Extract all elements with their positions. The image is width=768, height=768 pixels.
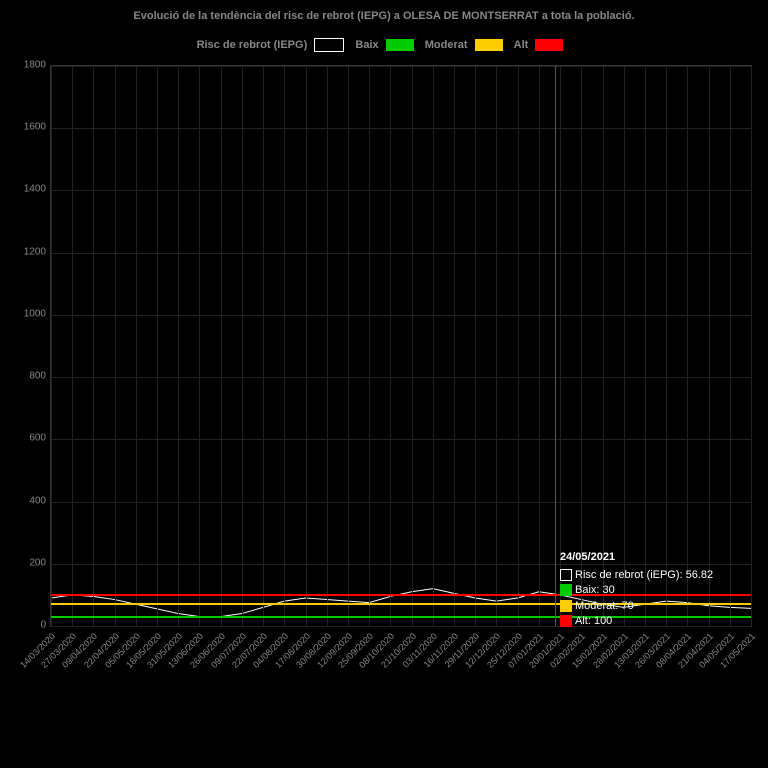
gridline-v [242,66,243,626]
gridline-v [93,66,94,626]
gridline-v [730,66,731,626]
gridline-v [603,66,604,626]
legend-item-iepg: Risc de rebrot (IEPG) [197,38,345,52]
tooltip-vline [555,66,556,626]
legend-item-alt: Alt [514,39,564,51]
gridline-v [475,66,476,626]
y-tick-label: 200 [6,557,46,568]
legend-label: Alt [514,39,529,51]
gridline-v [454,66,455,626]
y-tick-label: 600 [6,433,46,444]
gridline-v [390,66,391,626]
gridline-v [263,66,264,626]
y-tick-label: 1200 [6,246,46,257]
legend-label: Baix [355,39,378,51]
gridline-h [51,315,751,316]
y-tick-label: 400 [6,495,46,506]
gridline-h [51,377,751,378]
y-tick-label: 1400 [6,184,46,195]
tooltip-row: Moderat: 70 [560,599,713,614]
gridline-v [72,66,73,626]
gridline-v [645,66,646,626]
tooltip-swatch [560,569,572,581]
legend-label: Risc de rebrot (IEPG) [197,39,308,51]
gridline-h [51,502,751,503]
data-series-line [51,66,751,626]
gridline-v [539,66,540,626]
gridline-v [412,66,413,626]
tooltip: 24/05/2021 Risc de rebrot (iEPG): 56.82 B… [560,550,713,629]
tooltip-swatch [560,584,572,596]
legend-swatch-moderat [475,39,503,51]
tooltip-text: Alt: 100 [575,615,612,627]
tooltip-text: Moderat: 70 [575,600,634,612]
y-tick-label: 1600 [6,122,46,133]
gridline-v [136,66,137,626]
legend-swatch-baix [386,39,414,51]
plot-area[interactable] [50,65,752,627]
legend-swatch-alt [535,39,563,51]
gridline-v [518,66,519,626]
gridline-v [581,66,582,626]
gridline-v [199,66,200,626]
gridline-v [624,66,625,626]
y-tick-label: 0 [6,620,46,631]
gridline-v [709,66,710,626]
legend-swatch-iepg [314,38,344,52]
y-tick-label: 1800 [6,60,46,71]
gridline-h [51,253,751,254]
gridline-v [560,66,561,626]
chart-title: Evolució de la tendència del risc de reb… [0,10,768,22]
legend-item-baix: Baix [355,39,413,51]
gridline-v [666,66,667,626]
gridline-v [327,66,328,626]
gridline-h [51,128,751,129]
gridline-v [221,66,222,626]
y-tick-label: 1000 [6,308,46,319]
tooltip-text: Risc de rebrot (iEPG): 56.82 [575,569,713,581]
legend: Risc de rebrot (IEPG) Baix Moderat Alt [0,38,768,52]
gridline-v [284,66,285,626]
legend-label: Moderat [425,39,468,51]
gridline-v [369,66,370,626]
tooltip-swatch [560,600,572,612]
gridline-v [687,66,688,626]
gridline-v [306,66,307,626]
tooltip-row: Alt: 100 [560,614,713,629]
gridline-v [115,66,116,626]
tooltip-swatch [560,615,572,627]
gridline-v [51,66,52,626]
y-tick-label: 800 [6,371,46,382]
tooltip-row: Baix: 30 [560,583,713,598]
gridline-v [751,66,752,626]
tooltip-text: Baix: 30 [575,584,615,596]
chart-container: Evolució de la tendència del risc de reb… [0,0,768,768]
tooltip-row: Risc de rebrot (iEPG): 56.82 [560,568,713,583]
gridline-h [51,439,751,440]
gridline-v [157,66,158,626]
legend-item-moderat: Moderat [425,39,503,51]
gridline-h [51,190,751,191]
gridline-v [348,66,349,626]
gridline-v [178,66,179,626]
gridline-v [496,66,497,626]
gridline-h [51,66,751,67]
gridline-v [433,66,434,626]
tooltip-date: 24/05/2021 [560,550,713,565]
